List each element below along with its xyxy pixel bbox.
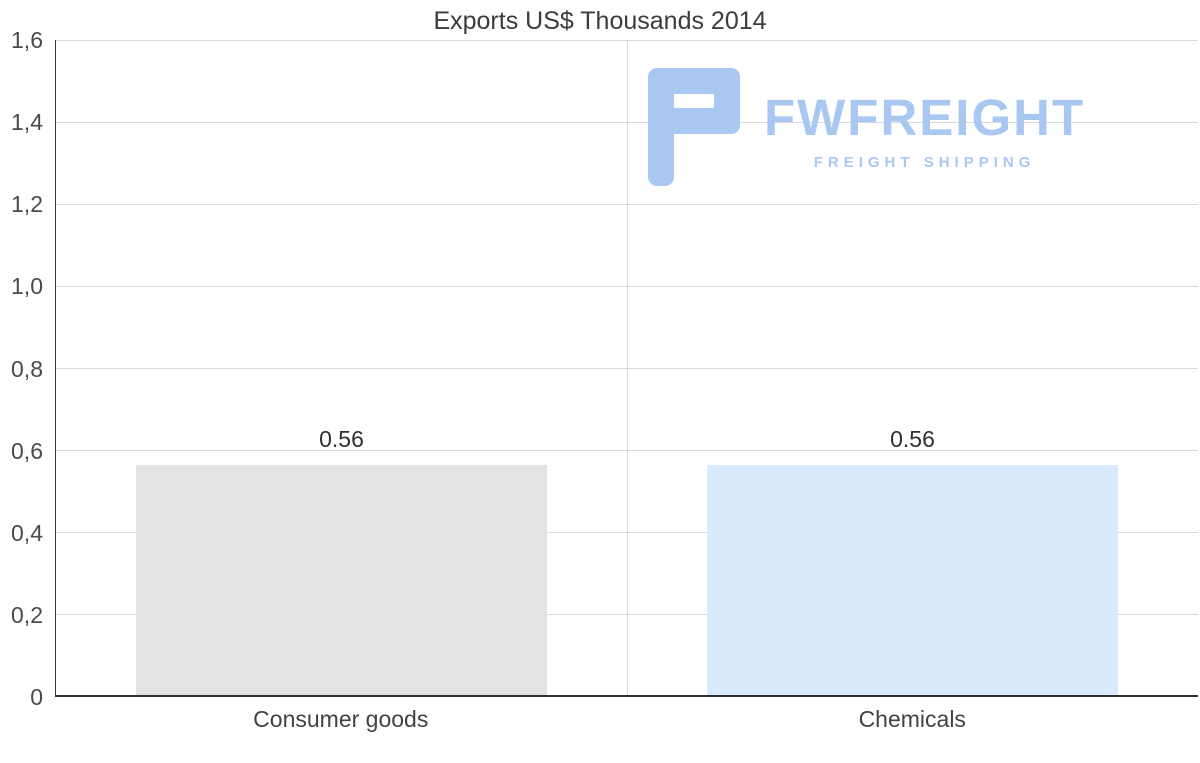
bar-value-label: 0.56 [319,426,364,453]
logo-shape [648,68,740,186]
gridline [56,368,1198,369]
chart-title: Exports US$ Thousands 2014 [433,7,767,35]
y-axis: 0 0,2 0,4 0,6 0,8 1,0 1,2 1,4 1,6 [0,0,43,763]
logo-middle-bar [648,108,740,134]
gridline [56,614,1198,616]
bar-value-label: 0.56 [890,426,935,453]
gridline [56,121,1198,123]
gridline [56,285,1198,287]
watermark: FWFREIGHT FREIGHT SHIPPING [648,68,1085,186]
y-tick-label: 1,4 [11,109,43,136]
gridline [56,532,1198,534]
gridline [56,450,1198,452]
y-tick-label: 0,2 [11,601,43,628]
y-tick-label: 0,4 [11,519,43,546]
bar-group-chemicals: 0.56 [627,40,1198,695]
bar-consumer-goods [135,465,548,695]
x-axis-label-consumer-goods: Consumer goods [253,706,429,732]
y-tick-label: 1,2 [11,191,43,218]
y-tick-label: 0 [30,684,43,710]
gridline [56,203,1198,205]
y-tick-label: 0,8 [11,355,43,382]
x-axis: Consumer goods Chemicals [55,706,1198,733]
watermark-text: FWFREIGHT FREIGHT SHIPPING [764,92,1085,171]
watermark-tagline: FREIGHT SHIPPING [813,154,1036,171]
watermark-brand: FWFREIGHT [764,89,1086,146]
y-tick-label: 1,6 [11,27,43,53]
x-axis-label-chemicals: Chemicals [858,706,966,732]
bar-chemicals [706,465,1119,695]
y-tick-label: 1,0 [11,273,43,300]
y-tick-label: 0,6 [11,437,43,464]
bar-group-consumer-goods: 0.56 [56,40,627,695]
gridline [56,39,1198,41]
vertical-gridline [627,40,628,695]
plot-area: 0.56 0.56 [55,39,1198,697]
fwfreight-logo-icon [648,68,740,186]
